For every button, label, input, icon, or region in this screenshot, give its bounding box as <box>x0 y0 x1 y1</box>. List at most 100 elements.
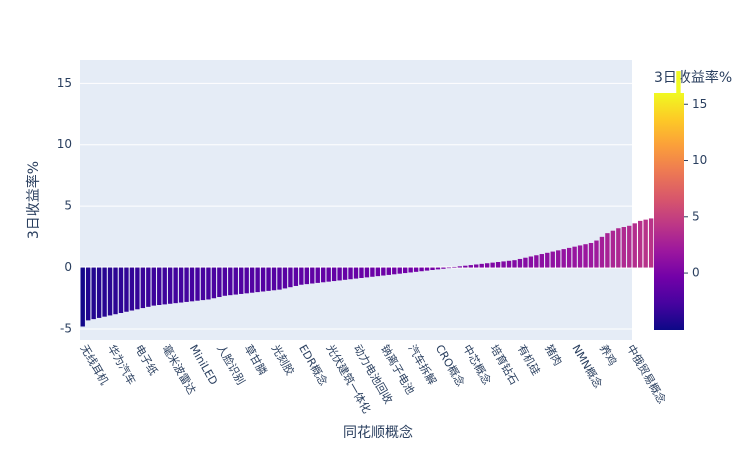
bar <box>239 267 244 294</box>
bar <box>217 267 222 298</box>
bar <box>457 266 463 268</box>
x-axis-title: 同花顺概念 <box>343 424 413 441</box>
bar <box>282 267 288 289</box>
bar <box>244 267 249 294</box>
bar <box>413 267 419 272</box>
colorbar-tick-label: 15 <box>692 97 707 111</box>
y-axis-title: 3日收益率% <box>25 161 42 239</box>
bar <box>102 267 107 317</box>
bar <box>556 250 561 268</box>
bar <box>135 267 140 310</box>
colorbar-tick-label: 10 <box>692 153 707 167</box>
bar <box>424 267 430 271</box>
bar <box>419 267 424 272</box>
bar <box>80 267 85 327</box>
x-tick-label: 有机硅 <box>515 342 544 378</box>
bar <box>124 267 129 312</box>
bar <box>288 267 293 288</box>
bar <box>277 267 282 290</box>
bar <box>140 267 146 309</box>
bar <box>397 267 402 274</box>
bar <box>566 247 572 268</box>
bar <box>222 267 228 296</box>
bar <box>435 267 441 270</box>
x-tick-label: 猪肉 <box>542 343 564 369</box>
bar <box>512 260 517 268</box>
bar <box>359 267 364 278</box>
bar <box>370 267 375 277</box>
bar <box>326 267 331 282</box>
bar <box>577 245 583 268</box>
bar <box>474 264 479 268</box>
bar <box>315 267 320 283</box>
bar <box>167 267 173 304</box>
bar <box>490 262 495 268</box>
bar <box>151 267 156 306</box>
bar <box>386 267 391 275</box>
bar <box>353 267 359 279</box>
bar <box>495 262 501 268</box>
bar <box>632 223 637 268</box>
bar <box>331 267 337 282</box>
bar <box>528 256 534 268</box>
bar <box>233 267 238 295</box>
bar <box>266 267 271 291</box>
bar <box>118 267 124 313</box>
bar <box>178 267 184 303</box>
bar <box>129 267 135 311</box>
bar <box>321 267 326 283</box>
bar <box>96 267 102 318</box>
bar <box>545 252 550 268</box>
bar <box>594 240 599 268</box>
bar <box>146 267 151 307</box>
bar <box>605 233 610 268</box>
bar <box>91 267 96 320</box>
y-tick-label: -5 <box>60 321 72 335</box>
bar <box>195 267 200 301</box>
bar <box>260 267 266 292</box>
bar <box>484 263 490 268</box>
bar <box>441 267 446 269</box>
bar <box>337 267 342 281</box>
bar <box>479 263 484 268</box>
bar <box>468 265 473 268</box>
x-tick-label: 草甘膦 <box>241 343 269 378</box>
bar <box>610 230 616 268</box>
bar <box>255 267 260 293</box>
x-tick-label: 中俄贸易概念 <box>624 342 669 406</box>
y-tick-label: 15 <box>57 76 72 90</box>
bar <box>463 265 468 268</box>
colorbar-tick-label: 0 <box>692 266 700 280</box>
bar <box>446 267 452 269</box>
bar <box>616 228 621 268</box>
bar <box>173 267 178 304</box>
bar <box>588 242 594 268</box>
bar <box>162 267 167 305</box>
bar <box>408 267 413 273</box>
colorbar <box>654 93 684 330</box>
bar <box>200 267 206 301</box>
bar <box>452 266 457 268</box>
bar <box>381 267 386 276</box>
bar <box>299 267 304 285</box>
y-tick-label: 0 <box>64 260 72 274</box>
bar <box>648 218 654 268</box>
x-tick-label: 养鸡 <box>597 342 620 368</box>
y-tick-label: 5 <box>64 199 72 213</box>
x-tick-label: 电子纸 <box>132 343 160 378</box>
bar <box>430 267 435 270</box>
bar <box>189 267 195 302</box>
bar <box>113 267 118 315</box>
bar <box>621 227 626 268</box>
bar <box>157 267 162 305</box>
bar <box>342 267 348 280</box>
bar <box>211 267 217 299</box>
bar <box>572 246 577 268</box>
x-tick-label: 光刻胶 <box>269 342 298 378</box>
bar <box>627 225 632 268</box>
bar <box>107 267 113 316</box>
bar <box>184 267 189 302</box>
bar <box>599 236 605 268</box>
bar <box>271 267 277 291</box>
